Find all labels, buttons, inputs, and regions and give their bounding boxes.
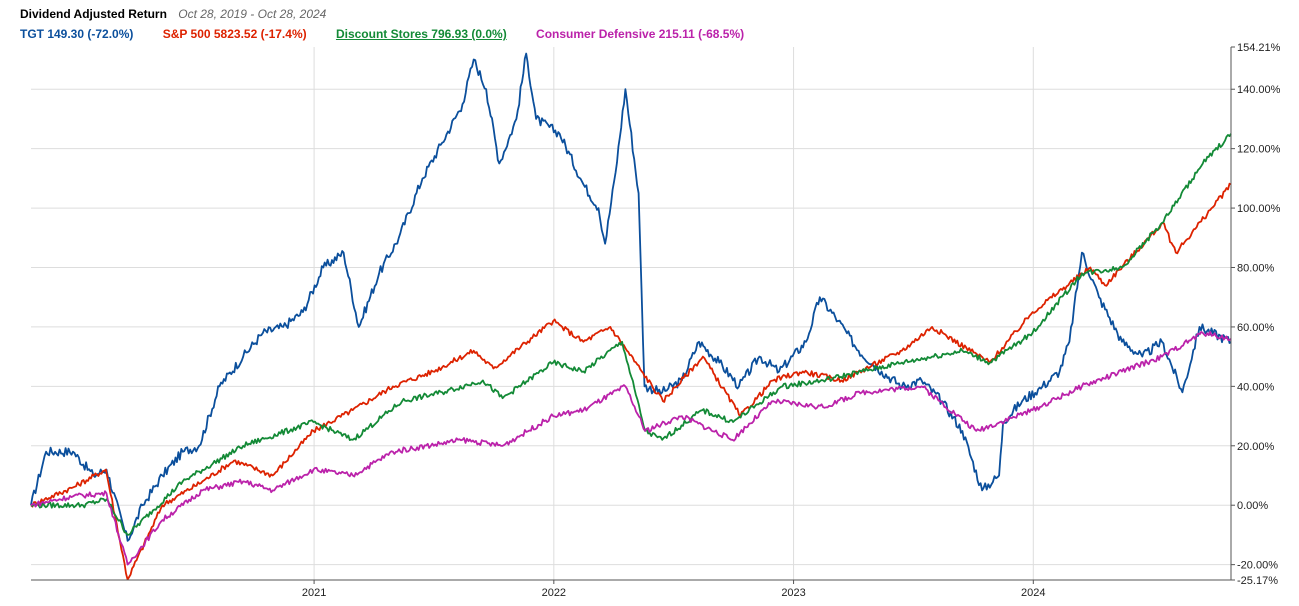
series-line-discount-stores — [30, 133, 1232, 536]
x-tick-label: 2024 — [1021, 587, 1045, 599]
y-tick-label: 120.00% — [1237, 144, 1281, 156]
legend: TGT 149.30 (-72.0%) S&P 500 5823.52 (-17… — [20, 26, 1260, 42]
y-tick-label: 60.00% — [1237, 322, 1275, 334]
y-tick-label: 80.00% — [1237, 263, 1275, 275]
x-tick-label: 2021 — [302, 587, 326, 599]
series-line-s-p-500 — [30, 182, 1232, 581]
y-tick-label: 100.00% — [1237, 203, 1281, 215]
x-tick-label: 2022 — [542, 587, 566, 599]
legend-item-consumer-defensive[interactable]: Consumer Defensive 215.11 (-68.5%) — [536, 27, 745, 41]
x-tick-label: 2023 — [781, 587, 805, 599]
y-tick-label: 20.00% — [1237, 441, 1275, 453]
series-line-consumer-defensive — [30, 330, 1232, 566]
title-row: Dividend Adjusted Return Oct 28, 2019 - … — [20, 6, 1260, 22]
legend-item-sp500[interactable]: S&P 500 5823.52 (-17.4%) — [162, 27, 307, 41]
date-range: Oct 28, 2019 - Oct 28, 2024 — [178, 7, 327, 21]
y-tick-label: 154.21% — [1237, 42, 1281, 54]
y-tick-label: 140.00% — [1237, 84, 1281, 96]
y-tick-label: 0.00% — [1237, 500, 1268, 512]
grid — [31, 47, 1231, 580]
series-lines — [30, 52, 1232, 581]
y-tick-label: 40.00% — [1237, 381, 1275, 393]
legend-item-discount-stores[interactable]: Discount Stores 796.93 (0.0%) — [335, 27, 507, 41]
legend-item-tgt[interactable]: TGT 149.30 (-72.0%) — [20, 27, 134, 41]
y-tick-label: -25.17% — [1237, 575, 1278, 587]
y-tick-label: -20.00% — [1237, 560, 1278, 572]
chart-header: Dividend Adjusted Return Oct 28, 2019 - … — [20, 6, 1260, 42]
series-line-tgt — [30, 52, 1232, 542]
chart-title: Dividend Adjusted Return — [20, 7, 167, 21]
axes: 154.21% 140.00% 120.00% 100.00% 80.00% 60.00%… — [31, 42, 1281, 599]
